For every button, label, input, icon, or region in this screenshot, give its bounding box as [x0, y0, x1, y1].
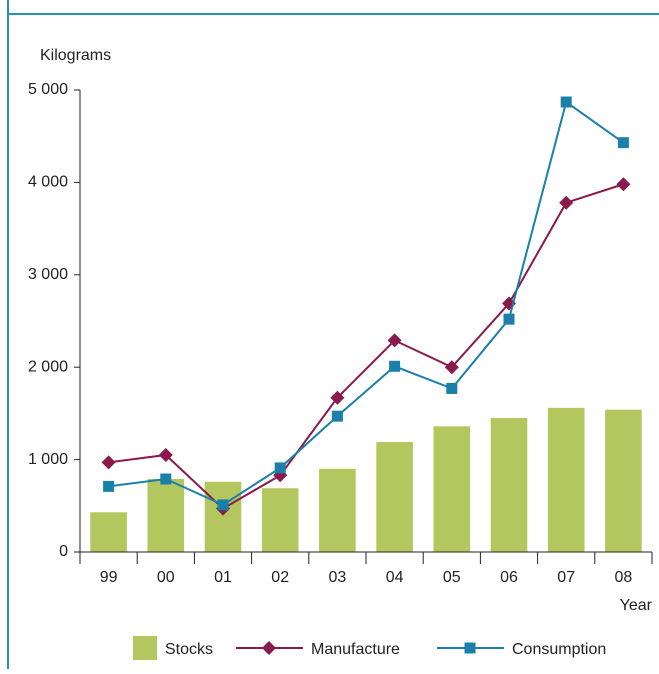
- bar: [376, 442, 413, 552]
- marker: [101, 455, 116, 470]
- y-tick-label: 3 000: [28, 266, 68, 283]
- marker: [503, 313, 515, 325]
- legend-marker: [464, 642, 476, 654]
- marker: [274, 462, 286, 474]
- marker: [217, 499, 229, 511]
- x-tick-label: 04: [386, 569, 404, 586]
- legend-label: Stocks: [165, 641, 213, 658]
- x-tick-label: 99: [100, 569, 118, 586]
- x-tick-label: 06: [500, 569, 518, 586]
- bar: [204, 481, 242, 552]
- marker: [331, 410, 343, 422]
- marker: [389, 360, 401, 372]
- x-tick-label: 01: [214, 569, 232, 586]
- y-axis-label: Kilograms: [40, 47, 111, 64]
- marker: [103, 480, 115, 492]
- y-tick-label: 4 000: [28, 174, 68, 191]
- x-axis-label: Year: [620, 597, 653, 614]
- line: [108, 183, 624, 510]
- x-tick-label: 07: [557, 569, 575, 586]
- marker: [160, 473, 172, 485]
- marker: [446, 382, 458, 394]
- bar: [319, 468, 356, 552]
- bar: [261, 488, 299, 552]
- bar: [433, 426, 471, 552]
- marker: [158, 447, 173, 462]
- bar: [90, 512, 127, 552]
- marker: [617, 137, 629, 149]
- y-tick-label: 5 000: [28, 81, 68, 98]
- bar: [547, 407, 585, 552]
- y-tick-label: 2 000: [28, 358, 68, 375]
- y-tick-label: 1 000: [28, 451, 68, 468]
- marker: [560, 96, 572, 108]
- x-tick-label: 08: [615, 569, 633, 586]
- x-tick-label: 05: [443, 569, 461, 586]
- bar: [605, 409, 642, 552]
- legend-label: Manufacture: [311, 641, 400, 658]
- bar: [147, 479, 185, 552]
- marker: [387, 333, 402, 348]
- marker: [444, 360, 459, 375]
- x-tick-label: 00: [157, 569, 175, 586]
- marker: [616, 177, 631, 192]
- line: [108, 100, 624, 507]
- y-tick-label: 0: [59, 543, 68, 560]
- legend-label: Consumption: [512, 641, 606, 658]
- legend-swatch: [133, 636, 157, 660]
- marker: [559, 195, 574, 210]
- marker: [330, 390, 345, 405]
- x-tick-label: 03: [329, 569, 347, 586]
- bar: [490, 418, 528, 552]
- x-tick-label: 02: [271, 569, 289, 586]
- legend-marker: [262, 641, 276, 655]
